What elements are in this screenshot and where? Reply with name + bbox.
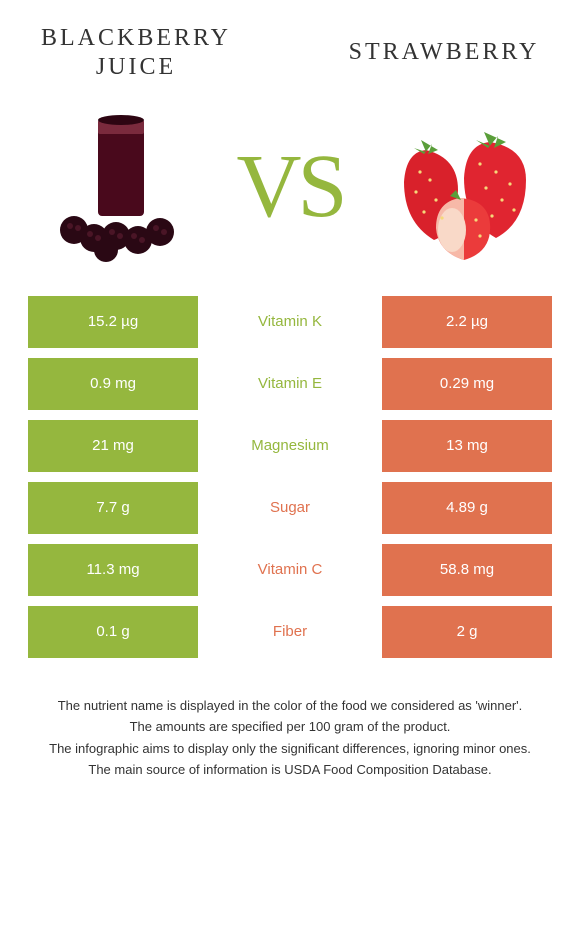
nutrient-name: Sugar bbox=[198, 482, 382, 534]
hero-row: VS bbox=[0, 92, 580, 296]
footer-line: The nutrient name is displayed in the co… bbox=[24, 696, 556, 716]
table-row: 0.9 mg Vitamin E 0.29 mg bbox=[28, 358, 552, 410]
left-food-title: BLACKBERRY JUICE bbox=[36, 24, 236, 82]
strawberry-image bbox=[376, 102, 546, 272]
right-value: 4.89 g bbox=[382, 482, 552, 534]
right-value: 2 g bbox=[382, 606, 552, 658]
footer-line: The main source of information is USDA F… bbox=[24, 760, 556, 780]
table-row: 21 mg Magnesium 13 mg bbox=[28, 420, 552, 472]
right-value: 0.29 mg bbox=[382, 358, 552, 410]
header: BLACKBERRY JUICE STRAWBERRY bbox=[0, 0, 580, 92]
nutrient-name: Magnesium bbox=[198, 420, 382, 472]
table-row: 7.7 g Sugar 4.89 g bbox=[28, 482, 552, 534]
table-row: 0.1 g Fiber 2 g bbox=[28, 606, 552, 658]
table-row: 11.3 mg Vitamin C 58.8 mg bbox=[28, 544, 552, 596]
footer-line: The amounts are specified per 100 gram o… bbox=[24, 717, 556, 737]
nutrient-name: Vitamin K bbox=[198, 296, 382, 348]
nutrient-name: Vitamin C bbox=[198, 544, 382, 596]
left-value: 11.3 mg bbox=[28, 544, 198, 596]
left-value: 7.7 g bbox=[28, 482, 198, 534]
left-value: 0.1 g bbox=[28, 606, 198, 658]
vs-label: VS bbox=[236, 135, 343, 238]
right-value: 58.8 mg bbox=[382, 544, 552, 596]
right-value: 13 mg bbox=[382, 420, 552, 472]
right-food-title: STRAWBERRY bbox=[344, 38, 544, 67]
left-value: 0.9 mg bbox=[28, 358, 198, 410]
footer-notes: The nutrient name is displayed in the co… bbox=[0, 668, 580, 780]
blackberry-juice-image bbox=[34, 102, 204, 272]
left-value: 15.2 µg bbox=[28, 296, 198, 348]
left-value: 21 mg bbox=[28, 420, 198, 472]
right-value: 2.2 µg bbox=[382, 296, 552, 348]
nutrient-table: 15.2 µg Vitamin K 2.2 µg 0.9 mg Vitamin … bbox=[0, 296, 580, 658]
nutrient-name: Fiber bbox=[198, 606, 382, 658]
nutrient-name: Vitamin E bbox=[198, 358, 382, 410]
table-row: 15.2 µg Vitamin K 2.2 µg bbox=[28, 296, 552, 348]
footer-line: The infographic aims to display only the… bbox=[24, 739, 556, 759]
